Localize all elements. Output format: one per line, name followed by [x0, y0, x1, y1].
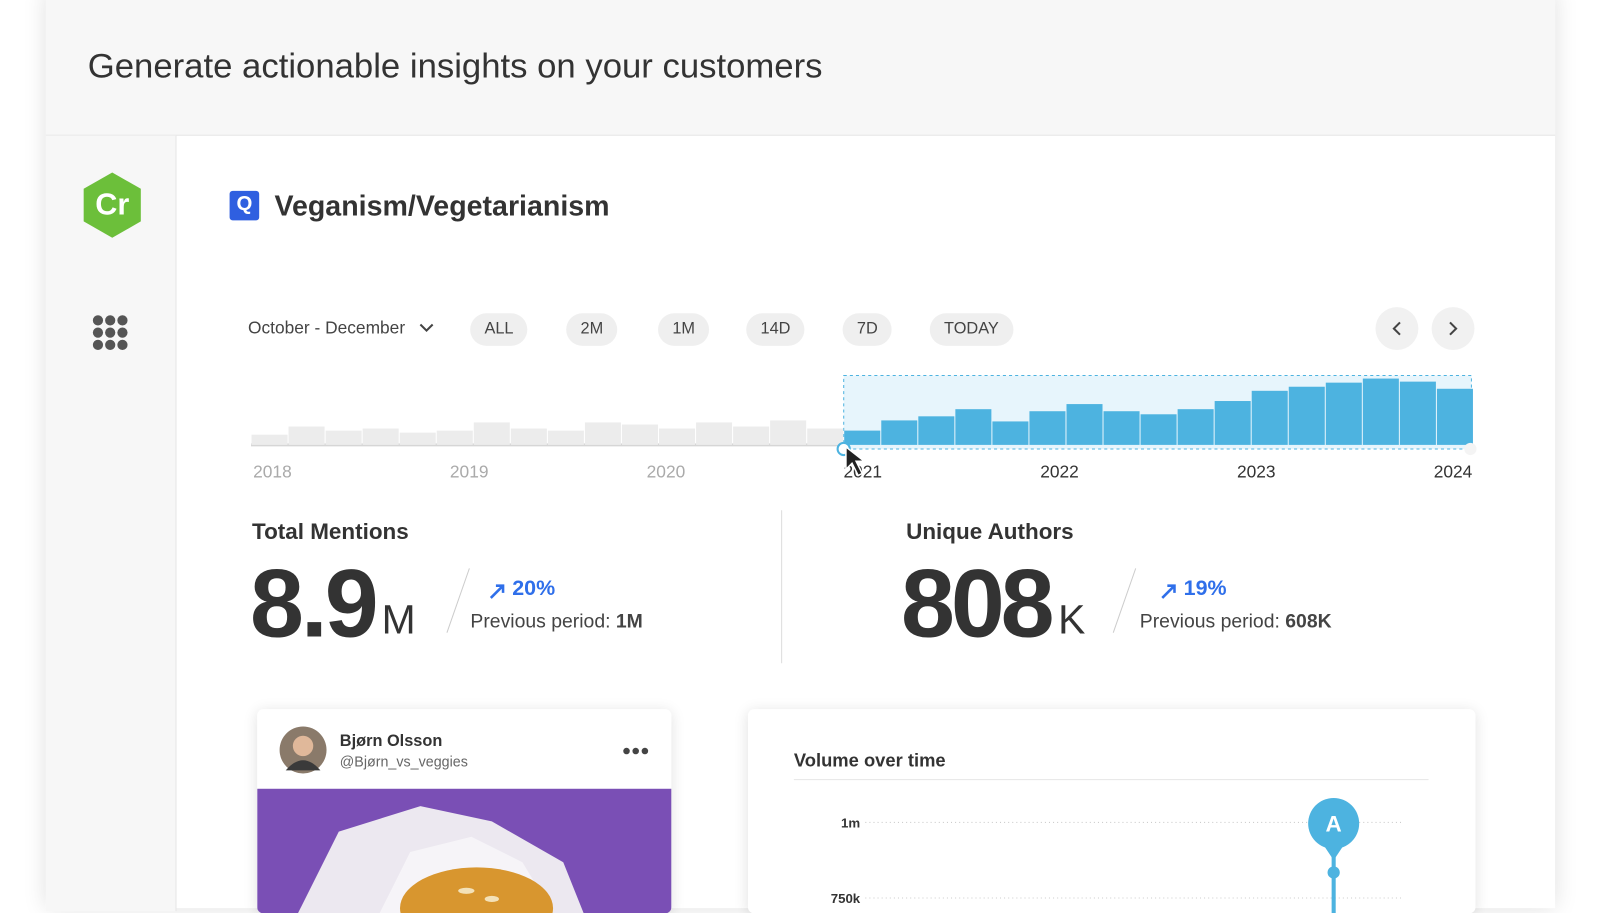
stat-change: 19%: [1183, 576, 1227, 600]
bar: [288, 426, 325, 445]
year-label: 2024: [1433, 462, 1473, 482]
range-button[interactable]: 14D: [746, 313, 805, 346]
post-handle: @Bjørn_vs_veggies: [339, 753, 468, 770]
range-button[interactable]: ALL: [470, 313, 528, 346]
slash: [446, 568, 470, 633]
query-icon-text: Q: [236, 192, 253, 216]
chart-title: Volume over time: [793, 749, 946, 771]
bar: [1214, 401, 1251, 445]
annotation-label: A: [1326, 812, 1342, 837]
previous-period: Previous period: 608K: [1140, 611, 1332, 633]
stat-unit: M: [381, 597, 416, 643]
bar: [770, 420, 807, 445]
timeline: [251, 374, 1477, 457]
bar: [436, 430, 473, 445]
handle: [1464, 442, 1477, 456]
bar: [547, 430, 584, 445]
bar: [807, 428, 844, 445]
bar: [1066, 404, 1103, 445]
year-label: 2018: [253, 462, 292, 482]
next-button[interactable]: [1431, 307, 1475, 350]
bar: [1436, 388, 1473, 445]
up-arrow: [1161, 584, 1176, 599]
bar: [1029, 411, 1066, 445]
stat-value: 808: [901, 549, 1055, 659]
prev-button[interactable]: [1375, 307, 1419, 350]
bar: [844, 430, 881, 445]
range-button[interactable]: 1M: [658, 313, 710, 346]
bar: [1325, 382, 1362, 445]
range-button[interactable]: TODAY: [929, 313, 1014, 346]
year-label: 2019: [449, 462, 489, 482]
previous-label: Previous period:: [1139, 611, 1280, 633]
bar: [510, 428, 547, 445]
post-graphics: [257, 726, 672, 913]
year-label: 2022: [1040, 462, 1079, 482]
bar: [1251, 390, 1288, 445]
stat-label: Total Mentions: [252, 518, 409, 544]
bar: [659, 428, 696, 445]
slash: [1112, 568, 1137, 633]
year-label: 2023: [1236, 462, 1276, 482]
bar: [1288, 386, 1325, 445]
annotation-marker: [1308, 797, 1360, 849]
bar: [881, 420, 918, 445]
header-title: Generate actionable insights on your cus…: [87, 46, 823, 86]
post-author: Bjørn Olsson: [339, 732, 443, 750]
logo-hex: [83, 172, 141, 238]
volume-chart: 1m 750k A: [793, 779, 1429, 913]
bar: [1362, 378, 1399, 445]
bar: [1140, 414, 1177, 445]
bar: [733, 426, 770, 445]
range-button[interactable]: 7D: [842, 313, 893, 346]
logo-text: Cr: [95, 187, 130, 222]
bar: [1399, 381, 1436, 445]
stat-change: 20%: [512, 576, 556, 600]
stat-label: Unique Authors: [906, 518, 1074, 544]
previous-value: 1M: [615, 611, 643, 633]
y-tick-label: 1m: [841, 816, 860, 831]
y-tick-label: 750k: [831, 891, 861, 906]
bar: [251, 434, 288, 445]
bar: [584, 422, 621, 445]
header: [45, 0, 1556, 136]
chevron: [419, 323, 434, 333]
bar: [1177, 409, 1214, 445]
up-arrow: [489, 584, 505, 599]
bar: [325, 430, 362, 445]
apps-icon[interactable]: [92, 315, 128, 350]
annotation-dot: [1327, 866, 1340, 879]
cursor: [844, 445, 867, 477]
post-card[interactable]: Bjørn Olsson @Bjørn_vs_veggies: [257, 709, 672, 913]
bar: [473, 422, 510, 445]
previous-label: Previous period:: [470, 611, 611, 633]
stat-unit: K: [1058, 597, 1086, 643]
previous-value: 608K: [1285, 611, 1332, 633]
date-range[interactable]: October - December: [247, 318, 406, 338]
query-title: Veganism/Vegetarianism: [274, 189, 610, 222]
bar: [1103, 411, 1140, 445]
sidebar: [45, 135, 177, 912]
volume-card: 1m 750k A Volume over time: [747, 709, 1476, 913]
bar: [992, 421, 1029, 445]
previous-period: Previous period: 1M: [470, 611, 642, 633]
bar: [955, 409, 992, 445]
bar: [918, 416, 955, 445]
query-icon: [229, 190, 260, 221]
range-button[interactable]: 2M: [566, 313, 618, 346]
bar: [696, 422, 733, 445]
bar: [399, 432, 436, 445]
bar: [621, 424, 658, 445]
stat-value: 8.9: [249, 549, 379, 659]
year-label: 2020: [646, 462, 686, 482]
bar: [362, 428, 399, 445]
